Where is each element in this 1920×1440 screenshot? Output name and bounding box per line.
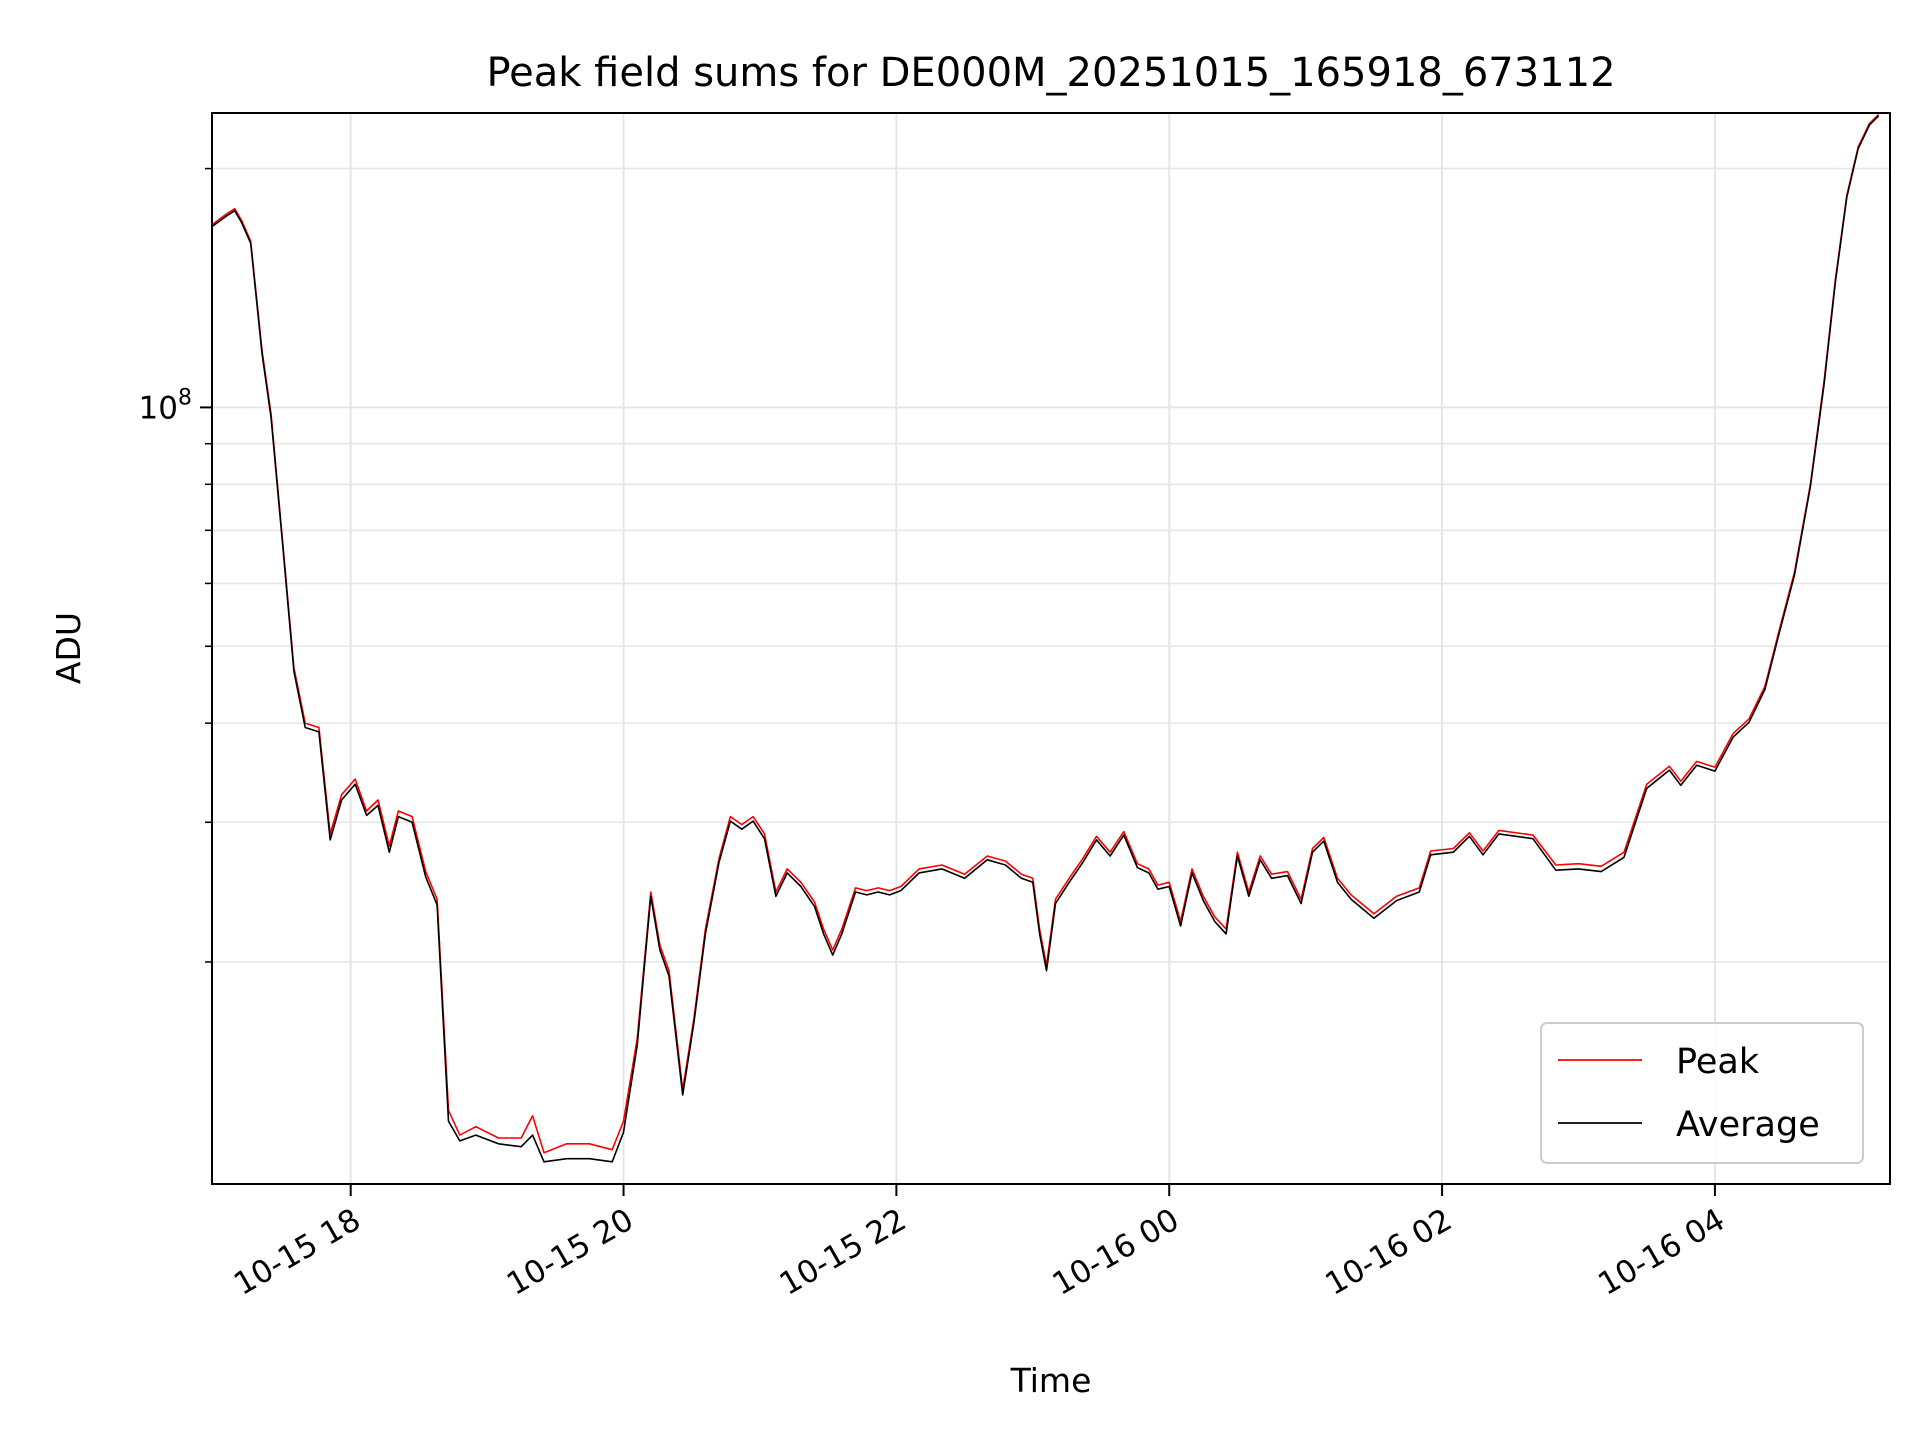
y-tick-label: 108 xyxy=(139,385,192,426)
chart-title: Peak field sums for DE000M_20251015_1659… xyxy=(486,50,1615,96)
legend-label-average: Average xyxy=(1676,1105,1820,1145)
plot-frame xyxy=(211,112,1891,1185)
x-axis-label: Time xyxy=(1010,1361,1092,1400)
legend: Peak Average xyxy=(1540,1022,1864,1164)
grid xyxy=(212,113,1890,1184)
series-line-average xyxy=(211,115,1880,1163)
legend-label-peak: Peak xyxy=(1676,1042,1760,1082)
legend-box xyxy=(1540,1022,1864,1164)
y-axis-label: ADU xyxy=(49,612,88,684)
series-lines xyxy=(211,113,1880,1163)
series-line-peak xyxy=(211,113,1880,1154)
